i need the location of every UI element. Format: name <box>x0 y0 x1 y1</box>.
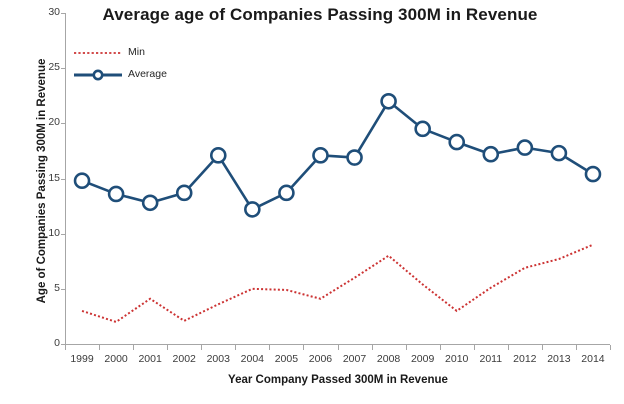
x-tick-mark <box>610 345 611 350</box>
series-line-min <box>81 243 594 324</box>
x-tick-label: 2004 <box>240 353 265 365</box>
y-tick-label: 5 <box>54 281 60 294</box>
legend-label-average: Average <box>128 68 167 80</box>
y-tick-mark <box>61 233 66 235</box>
x-tick-mark <box>65 345 66 350</box>
data-point-marker[interactable] <box>312 147 329 164</box>
x-tick-label: 2014 <box>581 353 605 365</box>
y-tick-mark <box>61 13 66 14</box>
x-tick-mark <box>405 345 407 350</box>
legend-swatch-min-icon <box>74 52 122 54</box>
data-point-marker[interactable] <box>175 184 193 202</box>
data-point-marker[interactable] <box>346 149 363 166</box>
y-tick-label: 0 <box>54 337 60 349</box>
data-point-marker[interactable] <box>550 144 568 162</box>
x-tick-label: 2013 <box>547 353 571 365</box>
x-tick-label: 2001 <box>138 353 162 365</box>
x-tick-label: 2012 <box>513 353 537 365</box>
x-tick-mark <box>167 345 169 350</box>
x-tick-mark <box>133 345 135 350</box>
x-axis-title: Year Company Passed 300M in Revenue <box>228 374 448 386</box>
x-tick-label: 2007 <box>342 353 367 365</box>
y-tick-label: 15 <box>48 171 60 184</box>
x-tick-label: 1999 <box>70 353 94 365</box>
y-tick-mark <box>61 344 66 345</box>
x-tick-mark <box>541 345 543 350</box>
data-point-marker[interactable] <box>584 165 602 183</box>
x-tick-label: 2002 <box>172 353 196 365</box>
y-tick-label: 20 <box>48 116 60 129</box>
x-tick-label: 2010 <box>445 353 469 365</box>
data-point-marker[interactable] <box>278 184 295 202</box>
y-tick-label: 10 <box>48 226 60 239</box>
series-line-average <box>81 99 594 211</box>
x-tick-label: 2003 <box>206 353 230 365</box>
data-point-marker[interactable] <box>482 145 500 163</box>
x-tick-mark <box>507 345 509 350</box>
x-tick-mark <box>439 345 441 350</box>
x-tick-mark <box>575 345 577 350</box>
x-tick-mark <box>473 345 475 350</box>
x-tick-label: 2008 <box>376 353 401 365</box>
y-tick-mark <box>61 68 66 70</box>
data-point-marker[interactable] <box>414 120 431 138</box>
x-tick-mark <box>303 345 305 350</box>
legend-label-min: Min <box>128 46 145 58</box>
y-tick-mark <box>61 178 66 180</box>
data-point-marker[interactable] <box>107 185 125 203</box>
x-tick-label: 2005 <box>274 353 299 365</box>
data-point-marker[interactable] <box>380 92 397 110</box>
y-tick-label: 25 <box>48 61 60 74</box>
x-axis-line <box>65 344 610 345</box>
x-tick-mark <box>235 345 237 350</box>
data-point-marker[interactable] <box>141 194 159 212</box>
series-min <box>81 243 594 324</box>
series-average <box>73 92 602 218</box>
y-tick-mark <box>61 123 66 125</box>
x-tick-label: 2009 <box>410 353 435 365</box>
x-tick-label: 2000 <box>104 353 128 365</box>
x-tick-mark <box>337 345 339 350</box>
x-tick-label: 2006 <box>308 353 333 365</box>
x-tick-mark <box>269 345 271 350</box>
data-point-marker[interactable] <box>209 147 227 164</box>
x-tick-mark <box>99 345 101 350</box>
y-tick-label: 30 <box>48 6 60 18</box>
data-point-marker[interactable] <box>516 139 534 156</box>
data-point-marker[interactable] <box>73 172 91 190</box>
legend-swatch-average-icon <box>74 69 122 81</box>
x-tick-mark <box>371 345 373 350</box>
x-tick-mark <box>201 345 203 350</box>
chart-title: Average age of Companies Passing 300M in… <box>102 5 538 24</box>
data-point-marker[interactable] <box>244 201 261 218</box>
data-point-marker[interactable] <box>448 133 466 151</box>
y-tick-mark <box>61 288 66 290</box>
x-tick-label: 2011 <box>479 353 503 365</box>
